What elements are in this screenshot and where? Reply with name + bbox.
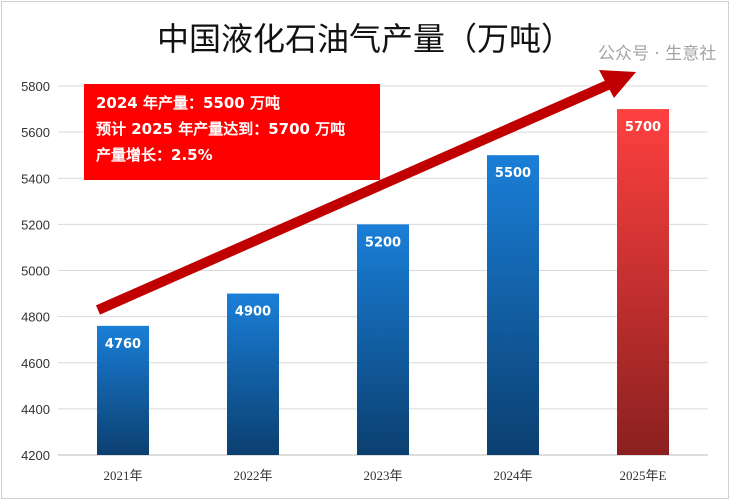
annotation-box: 2024 年产量：5500 万吨 预计 2025 年产量达到：5700 万吨 产… xyxy=(84,84,380,180)
y-tick-label: 4400 xyxy=(21,402,50,417)
annotation-line: 预计 2025 年产量达到：5700 万吨 xyxy=(96,120,346,138)
chart-title: 中国液化石油气产量（万吨） xyxy=(156,20,573,58)
y-tick-label: 5600 xyxy=(21,125,50,140)
y-tick-label: 4600 xyxy=(21,356,50,371)
trend-arrow-head-icon xyxy=(599,70,636,98)
trend-arrow-shaft xyxy=(95,79,613,315)
x-tick-label: 2025年E xyxy=(620,468,667,483)
x-tick-label: 2023年 xyxy=(363,468,402,483)
bar xyxy=(227,293,279,455)
x-tick-label: 2022年 xyxy=(233,468,272,483)
y-tick-label: 5800 xyxy=(21,79,50,94)
data-label: 4760 xyxy=(105,337,141,352)
data-label: 4900 xyxy=(235,305,271,320)
x-tick-label: 2024年 xyxy=(493,468,532,483)
x-tick-label: 2021年 xyxy=(103,468,142,483)
y-tick-label: 5200 xyxy=(21,217,50,232)
bar xyxy=(487,155,539,455)
data-label: 5200 xyxy=(365,235,401,250)
y-tick-label: 4800 xyxy=(21,310,50,325)
y-tick-label: 5000 xyxy=(21,264,50,279)
data-label: 5500 xyxy=(495,166,531,181)
bar xyxy=(97,325,149,455)
y-tick-label: 4200 xyxy=(21,448,50,463)
annotation-line: 2024 年产量：5500 万吨 xyxy=(96,94,280,112)
bar xyxy=(357,224,409,455)
annotation-line: 产量增长：2.5% xyxy=(96,146,213,164)
data-label: 5700 xyxy=(625,120,661,135)
y-tick-label: 5400 xyxy=(21,171,50,186)
bar xyxy=(617,109,669,455)
watermark: 公众号 · 生意社 xyxy=(598,44,717,64)
